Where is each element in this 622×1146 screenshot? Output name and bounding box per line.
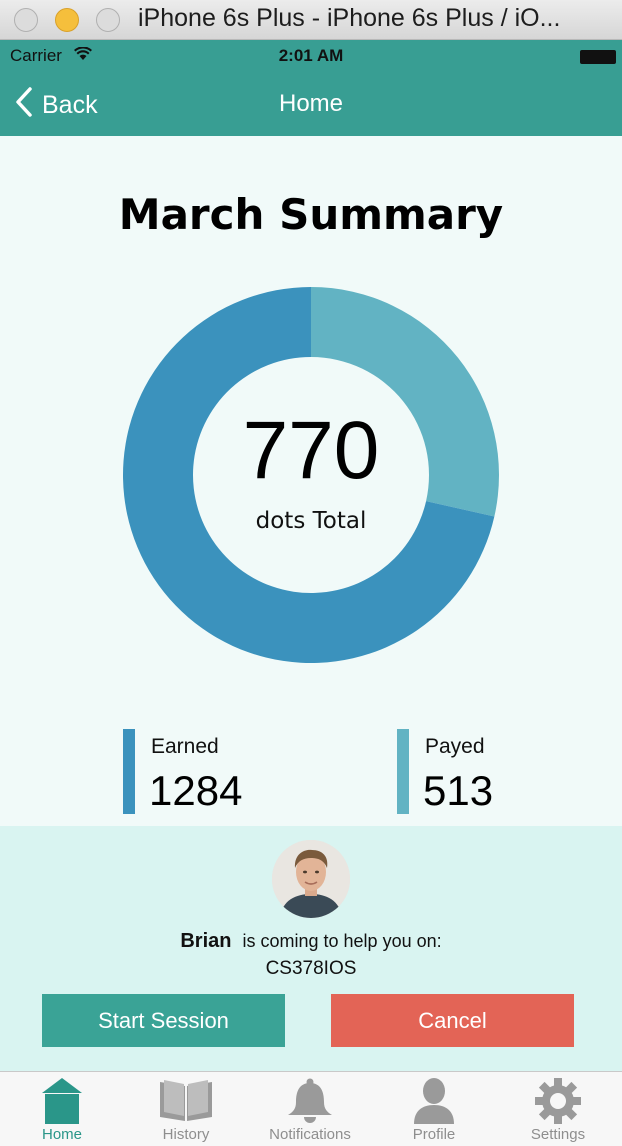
tab-profile-label: Profile [412,1126,456,1143]
payed-label: Payed [425,735,485,758]
tab-notifications-label: Notifications [269,1126,351,1143]
total-label: dots Total [255,508,367,534]
tab-home-label: Home [41,1126,82,1143]
course-name: CS378IOS [265,958,357,979]
tab-settings[interactable]: Settings [496,1072,620,1146]
tab-settings-label: Settings [530,1126,586,1143]
person-icon [372,1078,496,1124]
tab-history-label: History [162,1126,210,1143]
simulator-titlebar: iPhone 6s Plus - iPhone 6s Plus / iO... [0,0,622,40]
avatar [272,840,350,918]
minimize-window-button[interactable] [55,8,79,32]
close-window-button[interactable] [14,8,38,32]
back-label: Back [42,91,98,119]
tab-profile[interactable]: Profile [372,1072,496,1146]
donut-slice-payed [311,287,499,517]
helper-panel: Brian is coming to help you on: CS378IOS… [0,826,622,1071]
tab-home[interactable]: Home [0,1072,124,1146]
earned-label: Earned [151,735,219,758]
book-icon [124,1078,248,1122]
total-value: 770 [242,405,380,496]
tab-history[interactable]: History [124,1072,248,1146]
status-bar: Carrier 2:01 AM [0,40,622,72]
earned-value: 1284 [149,767,243,814]
chevron-left-icon [14,86,34,125]
clock: 2:01 AM [278,46,344,65]
gear-icon [496,1078,620,1124]
navigation-bar: Back Home [0,72,622,136]
payed-color-bar [397,729,409,814]
bell-icon [248,1078,372,1124]
back-button[interactable]: Back [14,86,98,125]
window-title: iPhone 6s Plus - iPhone 6s Plus / iO... [138,4,561,32]
start-session-button[interactable]: Start Session [42,994,285,1047]
donut-chart [123,287,499,663]
battery-icon [580,50,616,64]
payed-value: 513 [423,767,494,814]
wifi-icon [74,46,92,66]
helper-name: Brian [180,930,232,952]
earned-color-bar [123,729,135,814]
tab-notifications[interactable]: Notifications [248,1072,372,1146]
donut-slice-earned [123,287,495,663]
maximize-window-button[interactable] [96,8,120,32]
helper-message: Brian is coming to help you on: [0,930,622,953]
nav-title: Home [278,90,344,117]
helper-message-text: is coming to help you on: [242,931,442,951]
summary-panel: March Summary 770 dots Total Earned 1284… [0,136,622,826]
cancel-button[interactable]: Cancel [331,994,574,1047]
summary-title: March Summary [118,190,504,239]
tab-bar: Home History Notifications [0,1071,622,1146]
carrier-label: Carrier [10,46,62,65]
home-icon [0,1078,124,1124]
